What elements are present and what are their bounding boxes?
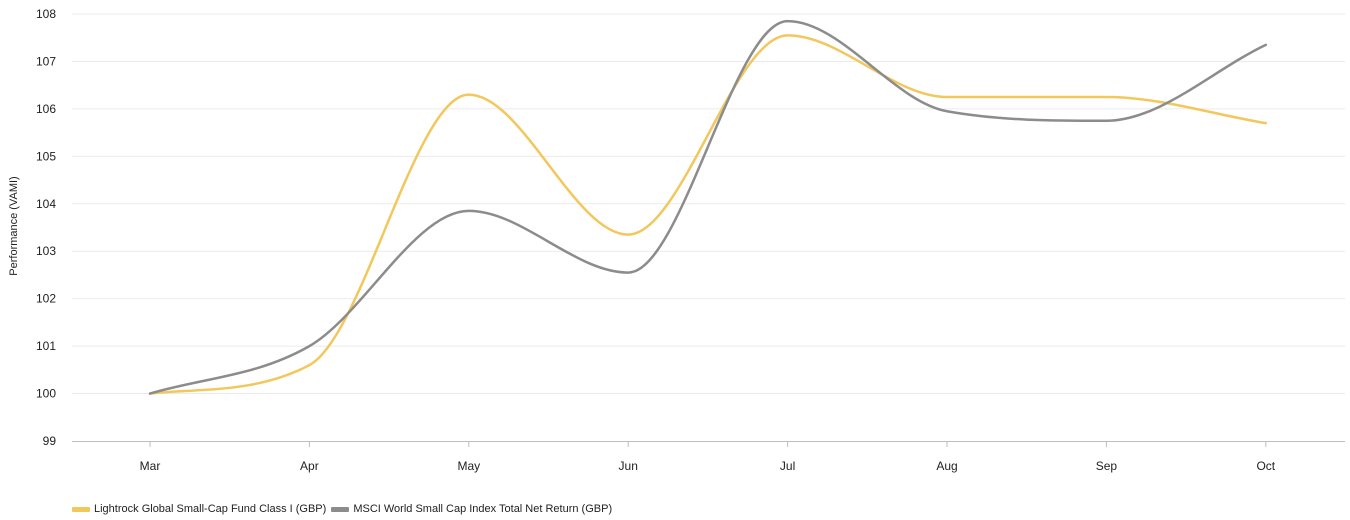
x-tick-label: Mar bbox=[140, 459, 161, 473]
x-axis-ticks: Mar Apr May Jun Jul Aug Sep Oct bbox=[140, 441, 1276, 473]
y-tick-label: 100 bbox=[36, 387, 56, 401]
x-tick-label: Jul bbox=[780, 459, 795, 473]
x-tick-label: Sep bbox=[1096, 459, 1118, 473]
legend-item-index[interactable]: MSCI World Small Cap Index Total Net Ret… bbox=[331, 503, 612, 515]
y-axis-ticks: 99 100 101 102 103 104 105 106 107 108 bbox=[36, 7, 56, 448]
x-tick-label: Jun bbox=[619, 459, 638, 473]
y-tick-label: 101 bbox=[36, 339, 56, 353]
series-line-fund[interactable] bbox=[148, 34, 1268, 395]
y-axis-label: Performance (VAMI) bbox=[8, 176, 20, 275]
x-tick-label: Oct bbox=[1256, 459, 1275, 473]
y-tick-label: 105 bbox=[36, 149, 56, 163]
legend-label-fund: Lightrock Global Small-Cap Fund Class I … bbox=[94, 503, 327, 515]
x-tick-label: Apr bbox=[300, 459, 319, 473]
legend-swatch-fund bbox=[72, 506, 90, 512]
y-tick-label: 102 bbox=[36, 292, 56, 306]
x-tick-label: May bbox=[457, 459, 480, 473]
line-chart: 99 100 101 102 103 104 105 106 107 108 Mar Apr May J… bbox=[8, 7, 1345, 473]
x-tick-label: Aug bbox=[936, 459, 957, 473]
y-tick-label: 106 bbox=[36, 102, 56, 116]
y-tick-label: 108 bbox=[36, 7, 56, 21]
legend-swatch-index bbox=[331, 506, 350, 512]
series-lines bbox=[148, 19, 1268, 395]
legend-item-fund[interactable]: Lightrock Global Small-Cap Fund Class I … bbox=[72, 503, 326, 515]
y-tick-label: 104 bbox=[36, 197, 56, 211]
grid-lines bbox=[72, 13, 1345, 395]
legend: Lightrock Global Small-Cap Fund Class I … bbox=[72, 503, 617, 515]
y-tick-label: 103 bbox=[36, 244, 56, 258]
legend-label-index: MSCI World Small Cap Index Total Net Ret… bbox=[353, 503, 613, 515]
y-tick-label: 99 bbox=[43, 434, 57, 448]
series-line-index[interactable] bbox=[148, 19, 1268, 395]
y-tick-label: 107 bbox=[36, 54, 56, 68]
